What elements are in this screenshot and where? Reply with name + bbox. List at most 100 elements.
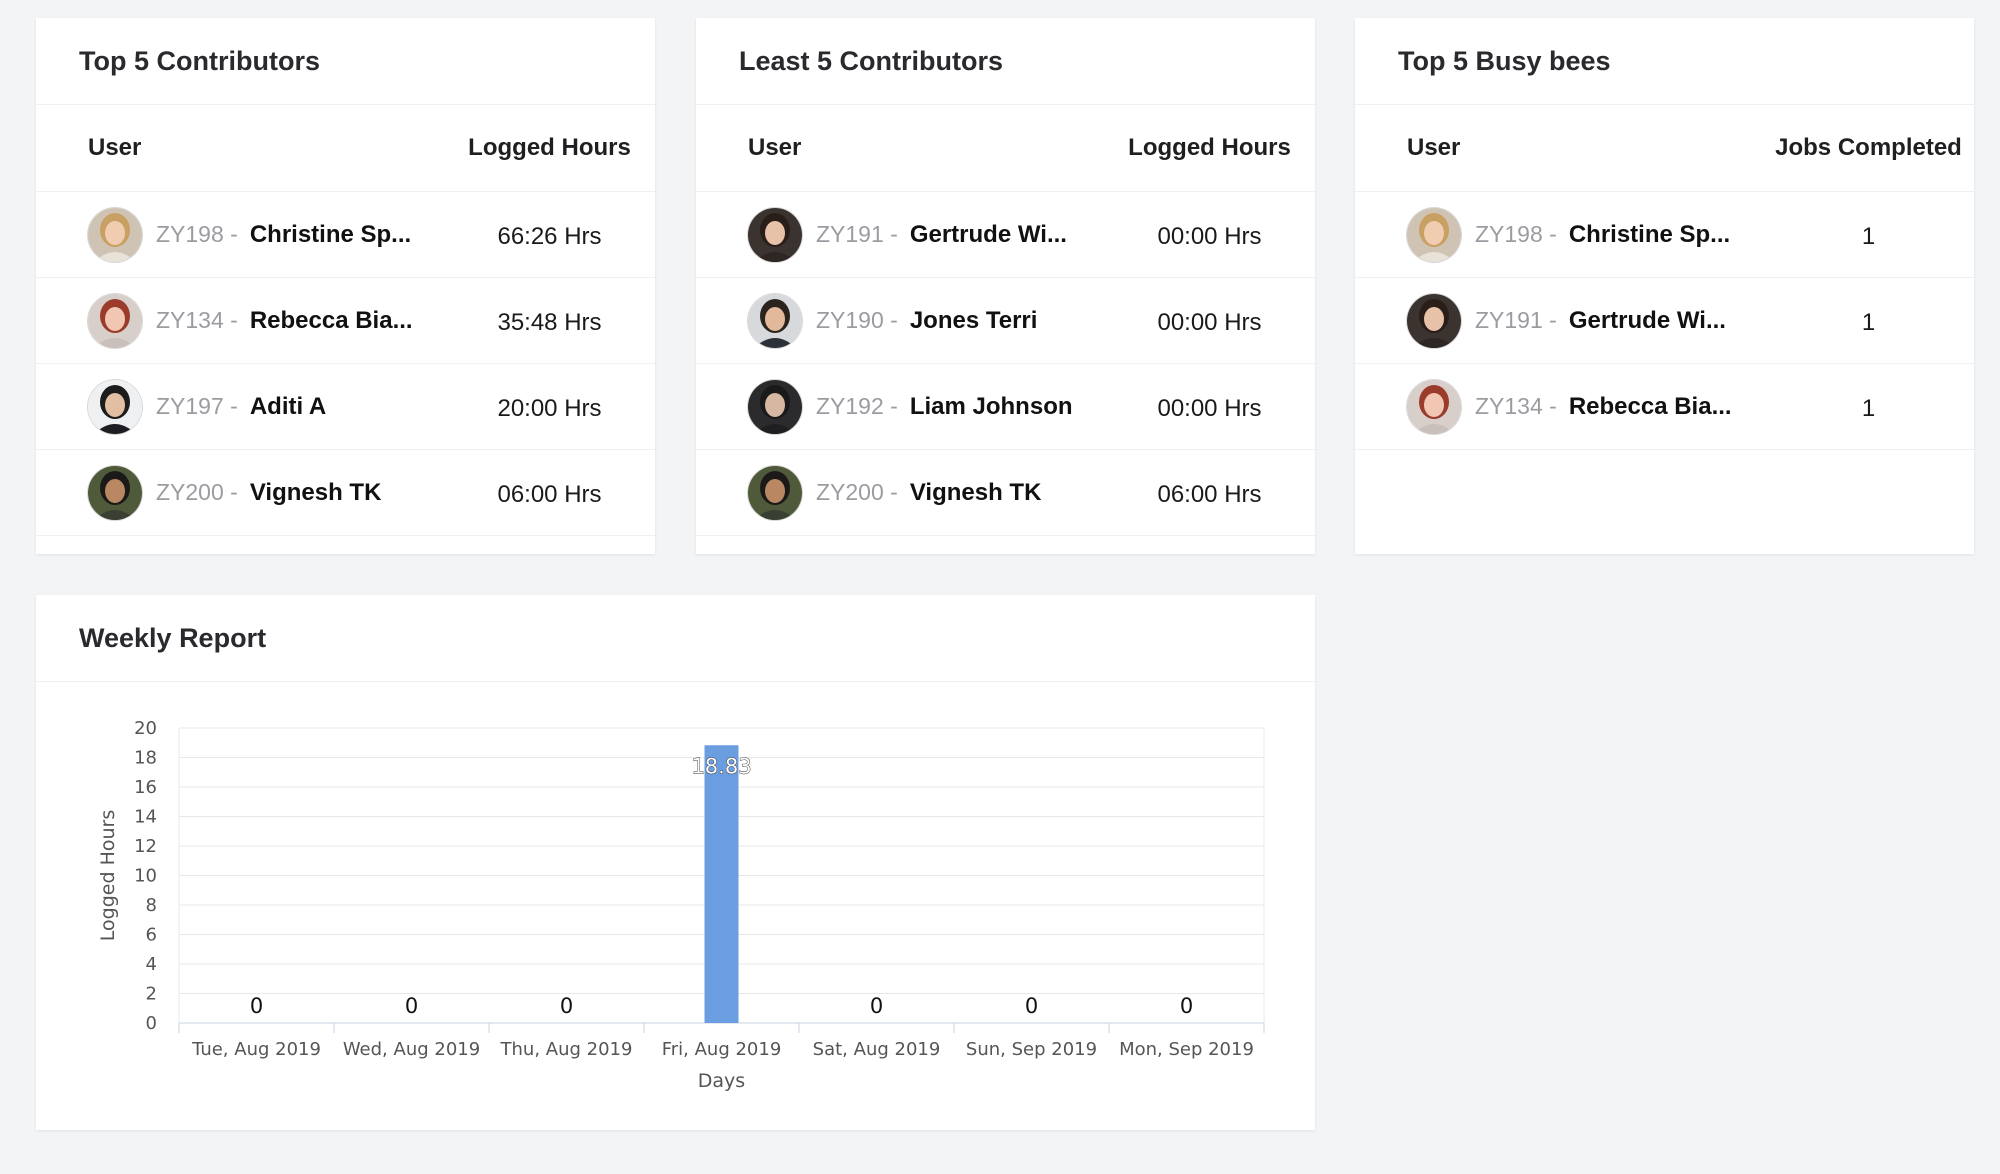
table-row[interactable]: ZY190 - Jones Terri 00:00 Hrs xyxy=(696,278,1315,364)
user-name[interactable]: Gertrude Wi... xyxy=(1568,306,1726,334)
bar-value-label: 0 xyxy=(560,994,573,1018)
x-tick-label: Mon, Sep 2019 xyxy=(1119,1039,1254,1060)
user-cell: ZY134 - Rebecca Bia... xyxy=(36,293,456,348)
column-header-user: User xyxy=(1407,134,1461,161)
y-tick-label: 10 xyxy=(134,866,157,887)
row-value: 06:00 Hrs xyxy=(1157,480,1262,508)
column-header-user: User xyxy=(748,134,802,161)
user-name[interactable]: Liam Johnson xyxy=(909,392,1073,420)
row-value: 00:00 Hrs xyxy=(1157,308,1262,336)
x-tick-label: Thu, Aug 2019 xyxy=(500,1039,633,1060)
weekly-report-card: Weekly Report 0 2 4 6 8 10 12 14 16 18 20 Tue, Aug … xyxy=(36,595,1315,1130)
y-tick-label: 18 xyxy=(134,748,157,769)
user-id: ZY191 - xyxy=(816,221,898,247)
user-cell: ZY190 - Jones Terri xyxy=(696,293,1116,348)
bar-value-label: 18.83 xyxy=(691,754,751,778)
table-header: User Logged Hours xyxy=(696,105,1315,192)
x-axis-title: Days xyxy=(698,1070,745,1092)
row-value: 1 xyxy=(1861,308,1876,336)
bar xyxy=(704,745,739,1023)
user-name[interactable]: Aditi A xyxy=(249,392,327,420)
avatar xyxy=(88,379,142,434)
top-contributors-card: Top 5 Contributors User Logged Hours ZY1… xyxy=(36,18,655,554)
y-tick-label: 4 xyxy=(146,954,157,975)
x-tick-label: Sat, Aug 2019 xyxy=(813,1039,941,1060)
avatar xyxy=(748,293,802,348)
table-row[interactable]: ZY134 - Rebecca Bia... 35:48 Hrs xyxy=(36,278,655,364)
busy-bees-card: Top 5 Busy bees User Jobs Completed ZY19… xyxy=(1355,18,1974,554)
table-body: ZY198 - Christine Sp... 1 ZY191 - Gertrude W… xyxy=(1355,192,1974,450)
user-id: ZY198 - xyxy=(1475,221,1557,247)
avatar xyxy=(88,207,142,262)
user-cell: ZY200 - Vignesh TK xyxy=(696,465,1116,520)
y-tick-label: 14 xyxy=(134,807,157,828)
user-cell: ZY200 - Vignesh TK xyxy=(36,465,456,520)
row-value: 06:00 Hrs xyxy=(497,480,602,508)
y-tick-label: 6 xyxy=(146,925,157,946)
table-row[interactable]: ZY191 - Gertrude Wi... 1 xyxy=(1355,278,1974,364)
table-row[interactable]: ZY191 - Gertrude Wi... 00:00 Hrs xyxy=(696,192,1315,278)
column-header-value: Logged Hours xyxy=(468,134,631,161)
row-value: 35:48 Hrs xyxy=(497,308,602,336)
card-title: Least 5 Contributors xyxy=(696,18,1315,105)
user-name[interactable]: Christine Sp... xyxy=(249,220,412,248)
user-cell: ZY197 - Aditi A xyxy=(36,379,456,434)
user-id: ZY200 - xyxy=(156,479,238,505)
user-cell: ZY192 - Liam Johnson xyxy=(696,379,1116,434)
x-tick-label: Wed, Aug 2019 xyxy=(343,1039,480,1060)
avatar xyxy=(1407,293,1461,348)
user-id: ZY190 - xyxy=(816,307,898,333)
user-id: ZY134 - xyxy=(156,307,238,333)
user-name[interactable]: Jones Terri xyxy=(909,306,1038,334)
y-tick-label: 8 xyxy=(146,895,157,916)
table-row[interactable]: ZY198 - Christine Sp... 66:26 Hrs xyxy=(36,192,655,278)
table-header: User Jobs Completed xyxy=(1355,105,1974,192)
user-name[interactable]: Vignesh TK xyxy=(249,478,382,506)
table-row[interactable]: ZY200 - Vignesh TK 06:00 Hrs xyxy=(696,450,1315,536)
card-title: Top 5 Busy bees xyxy=(1355,18,1974,105)
user-id: ZY197 - xyxy=(156,393,238,419)
x-tick-label: Sun, Sep 2019 xyxy=(966,1039,1097,1060)
table-row[interactable]: ZY134 - Rebecca Bia... 1 xyxy=(1355,364,1974,450)
column-header-user: User xyxy=(88,134,142,161)
least-contributors-card: Least 5 Contributors User Logged Hours Z… xyxy=(696,18,1315,554)
table-row[interactable]: ZY197 - Aditi A 20:00 Hrs xyxy=(36,364,655,450)
table-row[interactable]: ZY198 - Christine Sp... 1 xyxy=(1355,192,1974,278)
avatar xyxy=(1407,207,1461,262)
avatar xyxy=(748,379,802,434)
row-value: 1 xyxy=(1861,394,1876,422)
table-row[interactable]: ZY200 - Vignesh TK 06:00 Hrs xyxy=(36,450,655,536)
user-name[interactable]: Christine Sp... xyxy=(1568,220,1731,248)
user-id: ZY192 - xyxy=(816,393,898,419)
y-tick-label: 16 xyxy=(134,777,157,798)
row-value: 00:00 Hrs xyxy=(1157,222,1262,250)
bar-value-label: 0 xyxy=(1180,994,1193,1018)
column-header-value: Logged Hours xyxy=(1128,134,1291,161)
user-name[interactable]: Rebecca Bia... xyxy=(1568,392,1732,420)
user-id: ZY200 - xyxy=(816,479,898,505)
x-tick-label: Tue, Aug 2019 xyxy=(191,1039,321,1060)
row-value: 66:26 Hrs xyxy=(497,222,602,250)
avatar xyxy=(88,293,142,348)
row-value: 20:00 Hrs xyxy=(497,394,602,422)
user-name[interactable]: Gertrude Wi... xyxy=(909,220,1067,248)
y-tick-label: 2 xyxy=(146,984,157,1005)
column-header-value: Jobs Completed xyxy=(1775,134,1962,161)
x-tick-label: Fri, Aug 2019 xyxy=(662,1039,782,1060)
user-cell: ZY134 - Rebecca Bia... xyxy=(1355,379,1775,434)
user-cell: ZY198 - Christine Sp... xyxy=(1355,207,1775,262)
avatar xyxy=(748,465,802,520)
bar-value-label: 0 xyxy=(1025,994,1038,1018)
y-tick-label: 12 xyxy=(134,836,157,857)
card-title: Weekly Report xyxy=(36,595,1315,682)
user-name[interactable]: Vignesh TK xyxy=(909,478,1042,506)
user-id: ZY191 - xyxy=(1475,307,1557,333)
bar-value-label: 0 xyxy=(870,994,883,1018)
table-row[interactable]: ZY192 - Liam Johnson 00:00 Hrs xyxy=(696,364,1315,450)
avatar xyxy=(88,465,142,520)
y-tick-label: 20 xyxy=(134,718,157,739)
user-name[interactable]: Rebecca Bia... xyxy=(249,306,413,334)
user-cell: ZY191 - Gertrude Wi... xyxy=(696,207,1116,262)
weekly-bar-chart: 0 2 4 6 8 10 12 14 16 18 20 Tue, Aug 2019 Wed, Aug 2… xyxy=(97,718,1265,1092)
y-axis-title: Logged Hours xyxy=(97,810,119,941)
